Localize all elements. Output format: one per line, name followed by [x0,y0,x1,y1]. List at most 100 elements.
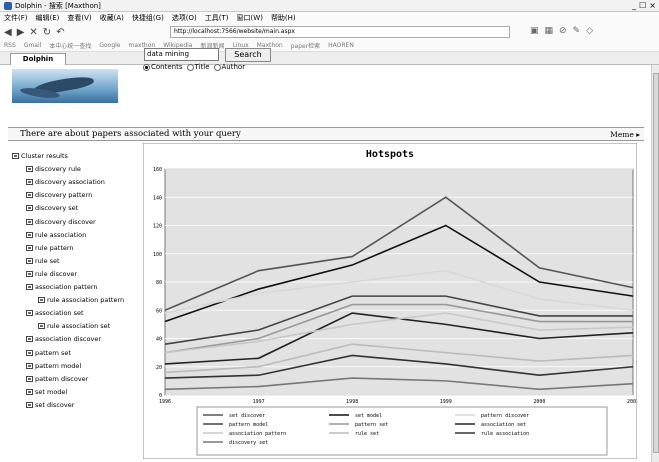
series-line-discovery-set [164,377,634,391]
folder-icon [26,401,33,408]
tree-item[interactable]: rule association [26,231,86,239]
x-tick-label: 2001 [627,399,637,405]
link-item[interactable]: maxthon [128,42,156,49]
folder-icon [26,192,33,199]
tree-item[interactable]: rule association pattern [38,296,124,304]
menu-edit[interactable]: 编辑(E) [35,14,60,22]
folder-icon [38,323,45,330]
tree-item-label: rule pattern [35,243,74,252]
tree-item-label: rule association [35,230,87,239]
tree-item[interactable]: rule set [26,257,60,265]
y-tick-label: 80 [156,280,162,286]
legend-label: rule set [355,431,379,437]
menu-file[interactable]: 文件(F) [4,14,28,22]
tree-item[interactable]: discovery pattern [26,191,92,199]
search-input[interactable]: data mining [144,48,219,61]
tree-item[interactable]: set discover [26,401,74,409]
y-tick-label: 120 [153,224,162,230]
tree-item[interactable]: discovery association [26,178,105,186]
toolbar-right: ▣ ▦ ⊘ ✎ ◇ [530,26,593,36]
tree-item[interactable]: rule pattern [26,244,74,252]
legend-label: pattern discover [481,413,529,419]
link-item[interactable]: Gmail [23,42,42,49]
window-controls: _ ☐ × [632,1,656,10]
folder-icon [26,270,33,277]
link-item[interactable]: HAOREN [328,42,354,49]
radio-icon[interactable] [143,63,150,71]
tree-item[interactable]: association discover [26,335,101,343]
menu-view[interactable]: 查看(V) [67,14,92,22]
radio-contents-label: Contents [151,63,183,71]
folder-icon [26,284,33,290]
folder-icon [26,310,33,317]
refresh-icon[interactable]: ↻ [42,26,52,38]
radio-icon[interactable] [186,63,194,71]
search-options: Contents Title Author [143,63,245,71]
tree-item[interactable]: discovery rule [26,165,81,173]
tree-item[interactable]: discovery discover [26,218,96,226]
tree-item[interactable]: pattern set [26,349,71,357]
legend-label: association set [481,422,526,428]
tree-item[interactable]: pattern model [26,362,81,370]
minimize-button[interactable]: _ [632,1,637,10]
scrollbar-thumb[interactable] [653,73,659,453]
menu-options[interactable]: 选项(O) [171,14,197,22]
menu-bar: 文件(F) 编辑(E) 查看(V) 收藏(A) 快捷组(G) 选项(O) 工具(… [0,12,659,24]
series-line-rule-association [164,354,634,379]
stop-icon[interactable]: ✕ [29,26,38,38]
menu-help[interactable]: 帮助(H) [270,14,296,22]
link-item[interactable]: Google [99,42,121,49]
vertical-scrollbar[interactable] [651,65,659,462]
radio-icon[interactable] [213,63,221,71]
radio-title-label: Title [194,63,210,71]
menu-tools[interactable]: 工具(T) [204,14,229,22]
tree-item[interactable]: association pattern [26,283,98,291]
forward-button[interactable]: ▶ [16,26,25,38]
tree-item-label: set discover [35,400,75,409]
y-tick-label: 0 [159,393,162,399]
link-item[interactable]: Wikipedia [163,42,193,49]
tree-item[interactable]: discovery set [26,204,78,212]
tree-root[interactable]: Cluster results [12,152,68,160]
folder-icon [26,231,33,238]
links-bar: RSS Gmail 本中心统一查找 Google maxthon Wikiped… [0,40,659,52]
link-item[interactable]: RSS [4,42,16,49]
link-item[interactable]: paper检索 [290,43,321,50]
tree-item-label: discovery association [35,178,105,187]
close-button[interactable]: × [649,1,656,10]
maximize-button[interactable]: ☐ [639,1,647,10]
tree-item[interactable]: rule discover [26,270,77,278]
menu-window[interactable]: 窗口(W) [236,14,263,22]
radio-title[interactable]: Title [186,63,210,71]
back-button[interactable]: ◀ [4,26,12,38]
search-button[interactable]: Search [225,48,271,62]
folder-icon [26,349,33,356]
radio-contents[interactable]: Contents [143,63,183,71]
folder-icon [26,244,33,251]
link-item[interactable]: Linux [232,42,249,49]
radio-author[interactable]: Author [213,63,245,71]
tree-item[interactable]: pattern discover [26,375,88,383]
menu-groups[interactable]: 快捷组(G) [131,14,164,22]
tree-item-label: pattern discover [35,374,89,383]
bookmark-icon[interactable]: ◇ [586,26,594,36]
tree-item[interactable]: association set [26,309,84,317]
folder-icon [26,362,33,369]
tab-dolphin[interactable]: Dolphin [10,53,66,65]
legend-label: association pattern [229,431,286,437]
tools-icon[interactable]: ✎ [572,26,581,36]
menu-favorites[interactable]: 收藏(A) [99,14,124,22]
tree-item[interactable]: set model [26,388,67,396]
link-item[interactable]: 本中心统一查找 [49,43,92,50]
x-tick-label: 1999 [440,399,452,405]
screen-icon[interactable]: ▦ [544,26,554,36]
more-link[interactable]: Meme ▸ [610,130,640,139]
undo-icon[interactable]: ↶ [56,26,65,38]
search-engine-icon[interactable]: ▣ [530,26,539,36]
proxy-icon[interactable]: ⊘ [559,26,567,36]
link-item[interactable]: 新浪新闻 [200,43,225,50]
tree-item[interactable]: rule association set [38,322,110,330]
address-bar[interactable]: http://localhost:7566/website/main.aspx [170,26,510,38]
link-item[interactable]: Maxthon [256,42,283,49]
tree-item-label: discovery rule [35,165,81,174]
